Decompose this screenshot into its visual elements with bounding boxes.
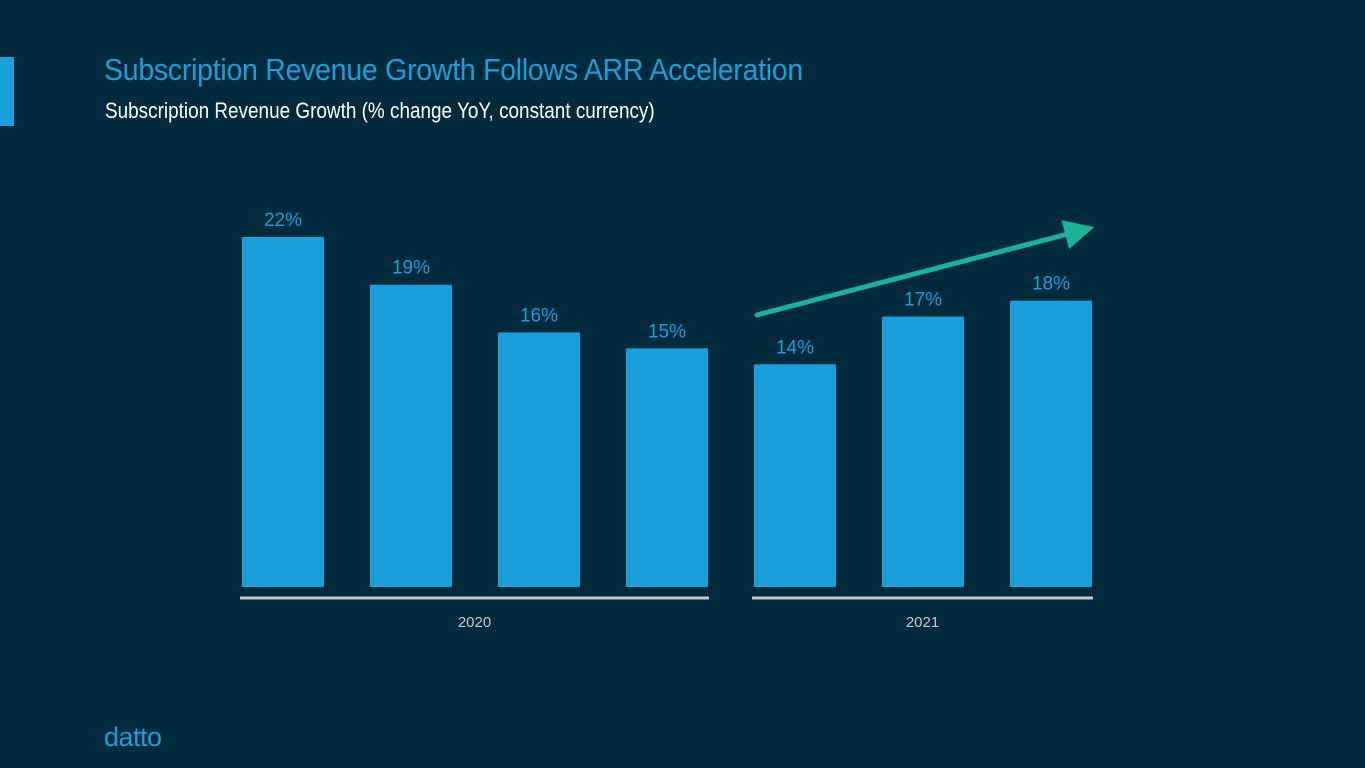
page-title: Subscription Revenue Growth Follows ARR … — [104, 52, 803, 87]
data-labels-layer: 22% 19% 16% 15% 14% 17% 18% — [264, 210, 1070, 358]
group-label-2021: 2021 — [906, 614, 939, 631]
bar-7 — [1010, 300, 1092, 587]
group-label-2020: 2020 — [458, 614, 491, 631]
trend-layer — [754, 220, 1095, 318]
bar-5 — [754, 364, 836, 587]
data-label-6: 17% — [904, 290, 942, 311]
group-axis-layer: 2020 2021 — [240, 596, 1093, 631]
chart-subtitle: Subscription Revenue Growth (% change Yo… — [105, 98, 655, 123]
data-label-4: 15% — [648, 321, 686, 342]
bars-layer — [242, 237, 1092, 587]
bar-1 — [242, 237, 324, 587]
data-label-1: 22% — [264, 210, 302, 231]
bar-6 — [882, 316, 964, 587]
data-label-3: 16% — [520, 305, 558, 326]
accent-bar — [0, 57, 14, 126]
datto-logo: datto — [104, 722, 162, 752]
bar-2 — [370, 284, 452, 587]
bar-4 — [626, 348, 708, 587]
trend-arrow-up — [754, 220, 1095, 318]
bar-3 — [498, 332, 580, 587]
data-label-5: 14% — [776, 337, 814, 358]
data-label-7: 18% — [1032, 274, 1070, 295]
data-label-2: 19% — [392, 258, 430, 279]
